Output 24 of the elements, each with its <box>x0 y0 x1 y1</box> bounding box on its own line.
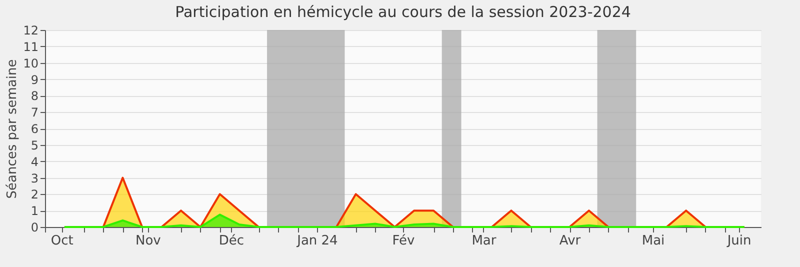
x-tick-label: Mar <box>472 234 497 248</box>
y-tick-label: 4 <box>30 154 38 169</box>
y-tick-label: 7 <box>30 106 38 120</box>
x-tick-label: Oct <box>50 234 74 248</box>
x-tick-label: Mai <box>642 234 665 248</box>
chart-title: Participation en hémicycle au cours de la session 2023-2024 <box>175 3 631 21</box>
y-tick-label: 3 <box>30 171 38 186</box>
y-tick-label: 2 <box>30 188 38 202</box>
x-tick-label: Juin <box>726 234 752 248</box>
y-tick-label: 11 <box>23 40 38 54</box>
x-tick-label: Déc <box>218 234 244 248</box>
x-tick-label: Jan 24 <box>296 234 338 248</box>
y-tick-label: 1 <box>30 204 38 218</box>
y-tick-label: 6 <box>30 122 38 136</box>
y-tick-label: 12 <box>23 24 38 38</box>
x-tick-label: Nov <box>135 234 162 248</box>
y-tick-label: 0 <box>30 220 38 234</box>
y-tick-label: 10 <box>23 56 38 70</box>
y-axis-title: Séances par semaine <box>5 59 20 199</box>
y-tick-label: 5 <box>30 138 38 152</box>
x-tick-label: Fév <box>392 234 416 248</box>
y-tick-label: 9 <box>30 72 38 87</box>
x-tick-label: Avr <box>559 234 582 248</box>
y-tick-label: 8 <box>30 89 38 104</box>
